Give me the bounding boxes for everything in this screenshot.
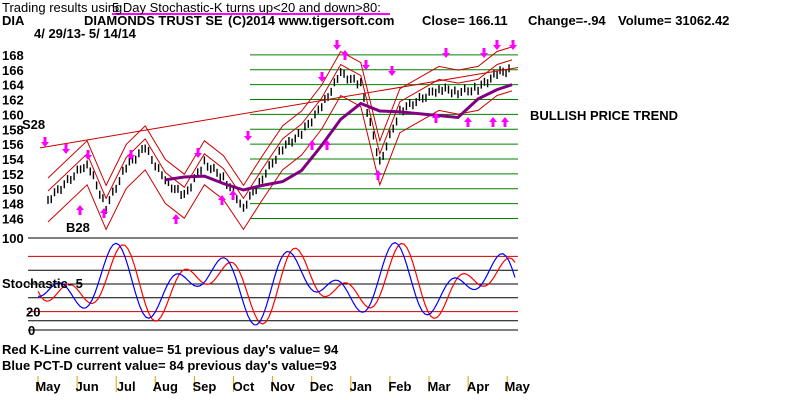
buy-arrow-icon — [432, 113, 440, 123]
symbol: DIA — [2, 13, 25, 28]
stoch-tick-label: 20 — [26, 305, 40, 320]
stochastic-label: Stochastic- 5 — [2, 276, 83, 291]
buy-arrow-icon — [464, 117, 472, 127]
sell-arrow-icon — [442, 48, 450, 58]
month-label: Jun — [76, 379, 99, 394]
sell-arrow-icon — [244, 131, 252, 141]
buy-arrow-icon — [76, 205, 84, 215]
close-value: Close= 166.11 — [422, 13, 508, 28]
upper-band-line — [47, 46, 513, 187]
sell-arrow-icon — [388, 66, 396, 76]
stoch-tick-label: 0 — [28, 323, 35, 338]
month-label: Nov — [270, 379, 295, 394]
pct-d-line — [37, 241, 516, 326]
s28-label: S28 — [22, 117, 46, 132]
change-value: Change=-.94 — [528, 13, 606, 28]
sell-arrow-icon — [194, 148, 202, 158]
inner-upper-band-line — [47, 59, 513, 200]
moving-average-line — [165, 83, 513, 192]
y-tick-label: 148 — [2, 197, 24, 212]
sell-arrow-icon — [318, 72, 326, 82]
trend-label: BULLISH PRICE TREND — [530, 108, 679, 123]
date-range: 4/ 29/13- 5/ 14/14 — [34, 26, 136, 41]
buy-arrow-icon — [100, 208, 108, 218]
buy-arrow-icon — [489, 117, 497, 127]
month-label: Mar — [427, 379, 450, 394]
month-label: Oct — [233, 379, 255, 394]
buy-arrow-icon — [501, 117, 509, 127]
month-label: Jul — [117, 379, 136, 394]
volume-value: Volume= 31062.42 — [618, 13, 730, 28]
buy-arrow-icon — [218, 195, 226, 205]
header-rule: 5 Day Stochastic-K turns up<20 and down>… — [112, 0, 381, 15]
y-tick-label: 154 — [2, 152, 24, 167]
y-tick-label: 166 — [2, 63, 24, 78]
month-label: Feb — [388, 379, 411, 394]
y-tick-label: 160 — [2, 107, 24, 122]
security-name: DIAMONDS TRUST SE — [84, 13, 223, 28]
b28-label: B28 — [66, 220, 90, 235]
header-prefix: Trading results using — [2, 0, 123, 15]
y-tick-label: 150 — [2, 182, 24, 197]
y-tick-label: 162 — [2, 93, 24, 108]
month-label: May — [35, 379, 61, 394]
sell-arrow-icon — [480, 48, 488, 58]
sell-arrow-icon — [362, 60, 370, 70]
blue-pct-d-text: Blue PCT-D current value= 84 previous da… — [2, 358, 337, 373]
sell-arrow-icon — [509, 40, 517, 50]
buy-arrow-icon — [229, 190, 237, 200]
buy-arrow-icon — [172, 214, 180, 224]
month-label: Jan — [350, 379, 372, 394]
sell-arrow-icon — [41, 137, 49, 147]
stoch-tick-label: 100 — [2, 231, 24, 246]
sell-arrow-icon — [493, 40, 501, 50]
month-label: Sep — [192, 379, 216, 394]
y-tick-label: 168 — [2, 48, 24, 63]
y-tick-label: 152 — [2, 167, 24, 182]
y-tick-label: 156 — [2, 137, 24, 152]
month-label: Apr — [467, 379, 489, 394]
trendline — [39, 67, 519, 149]
red-k-line-text: Red K-Line current value= 51 previous da… — [2, 342, 339, 357]
month-label: Dec — [310, 379, 334, 394]
y-tick-label: 158 — [2, 122, 24, 137]
buy-arrow-icon — [308, 140, 316, 150]
lower-band-line — [47, 90, 513, 231]
month-label: Aug — [153, 379, 178, 394]
copyright: (C)2014 www.tigersoft.com — [228, 13, 395, 28]
month-label: May — [505, 379, 531, 394]
sell-arrow-icon — [62, 144, 70, 154]
y-tick-label: 146 — [2, 212, 24, 227]
buy-arrow-icon — [374, 170, 382, 180]
y-tick-label: 164 — [2, 78, 24, 93]
sell-arrow-icon — [127, 150, 135, 160]
buy-arrow-icon — [341, 50, 349, 60]
sell-arrow-icon — [84, 150, 92, 160]
sell-arrow-icon — [333, 40, 341, 50]
buy-arrow-icon — [323, 140, 331, 150]
k-line — [37, 242, 516, 325]
